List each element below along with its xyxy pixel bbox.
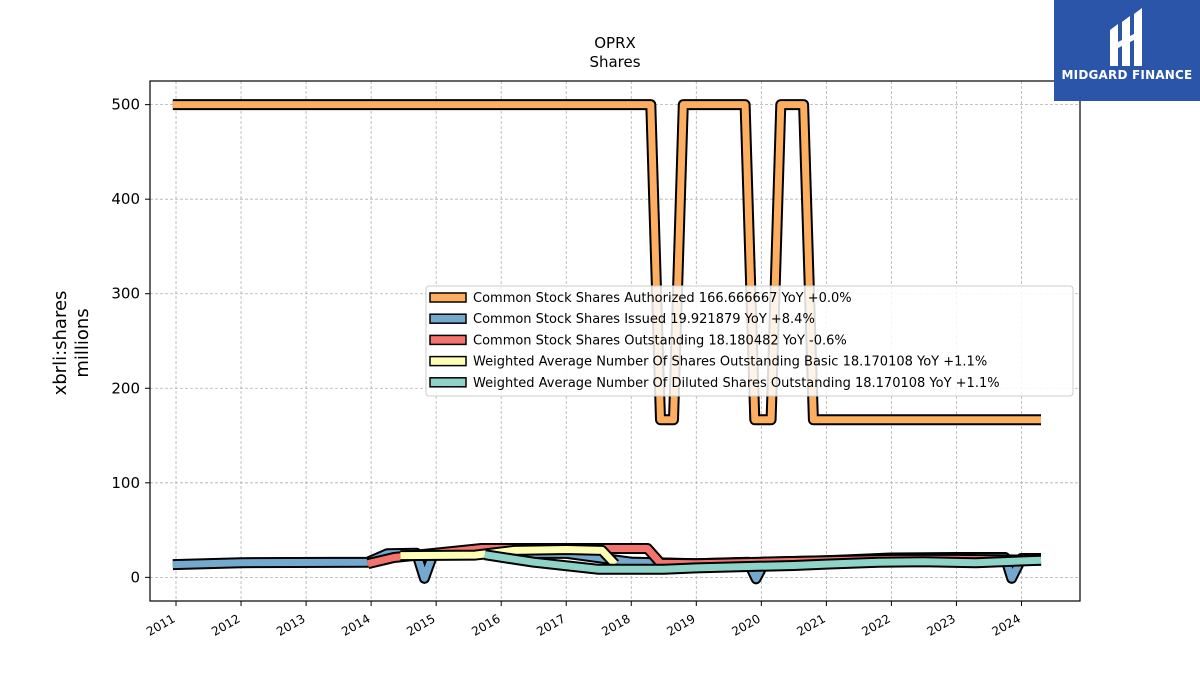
y-axis-label: xbrli:shares millions (50, 291, 93, 396)
x-tick-label: 2023 (924, 611, 957, 638)
legend-swatch (429, 292, 467, 303)
legend-label: Weighted Average Number Of Diluted Share… (473, 376, 1000, 391)
y-tick-label: 500 (111, 96, 140, 114)
midgard-logo-icon (1110, 8, 1142, 66)
y-axis-unit: millions (72, 308, 93, 377)
y-tick-label: 400 (111, 190, 140, 208)
legend-label: Common Stock Shares Outstanding 18.18048… (473, 333, 847, 348)
legend-swatch (429, 334, 467, 346)
y-axis-title: xbrli:shares (50, 291, 71, 396)
legend-swatch (429, 355, 467, 367)
legend-item: Common Stock Shares Issued 19.921879 YoY… (429, 312, 815, 327)
chart-subtitle: Shares (589, 53, 640, 71)
x-tick-label: 2012 (209, 611, 242, 638)
legend-swatch (429, 377, 467, 388)
legend-swatch (429, 313, 467, 324)
legend-item: Weighted Average Number Of Diluted Share… (429, 376, 1000, 391)
legend-box (425, 285, 1074, 397)
legend-label: Weighted Average Number Of Shares Outsta… (473, 355, 987, 370)
series-stroke (484, 551, 1042, 573)
series-line-5 (484, 549, 1042, 575)
x-tick-label: 2021 (794, 611, 827, 638)
legend-item: Weighted Average Number Of Shares Outsta… (429, 355, 987, 370)
y-tick-label: 200 (111, 379, 140, 397)
x-tick-label: 2020 (729, 611, 762, 638)
plot-frame (149, 80, 1081, 602)
brand-name: MIDGARD FINANCE (1061, 68, 1193, 82)
x-tick-label: 2018 (599, 611, 632, 638)
legend-item: Common Stock Shares Authorized 166.66666… (429, 291, 852, 306)
brand-logo: MIDGARD FINANCE (1054, 0, 1200, 101)
x-tick-label: 2022 (859, 611, 892, 638)
series-line-4 (400, 544, 619, 568)
x-tick-label: 2015 (404, 611, 437, 638)
x-tick-label: 2014 (339, 611, 372, 638)
legend-item: Common Stock Shares Outstanding 18.18048… (429, 333, 847, 348)
x-tick-label: 2013 (274, 611, 307, 638)
series-stroke (400, 546, 618, 567)
y-tick-label: 100 (111, 474, 140, 492)
y-tick-label: 0 (130, 568, 140, 586)
x-tick-label: 2024 (990, 611, 1023, 638)
x-tick-label: 2011 (144, 611, 177, 638)
legend-label: Common Stock Shares Authorized 166.66666… (473, 291, 852, 306)
legend: Common Stock Shares Authorized 166.66666… (425, 285, 1074, 397)
legend-label: Common Stock Shares Issued 19.921879 YoY… (473, 312, 815, 327)
y-tick-label: 300 (111, 285, 140, 303)
x-tick-label: 2019 (664, 611, 697, 638)
x-tick-label: 2017 (534, 611, 567, 638)
x-tick-label: 2016 (469, 611, 502, 638)
chart-title: OPRX (594, 34, 636, 52)
